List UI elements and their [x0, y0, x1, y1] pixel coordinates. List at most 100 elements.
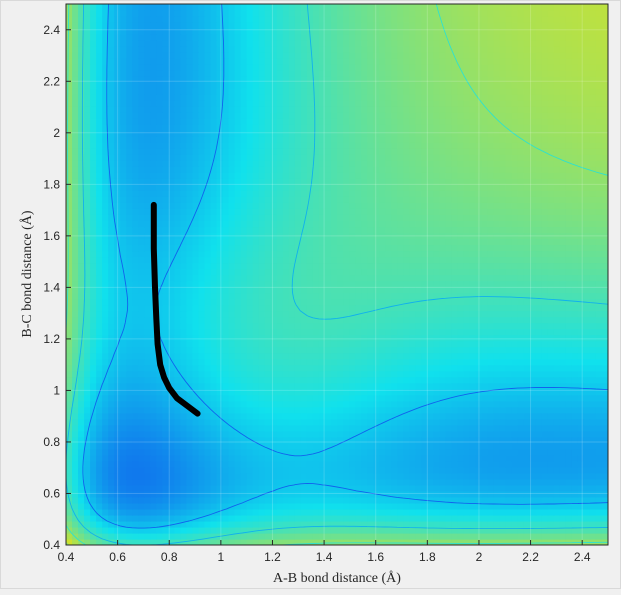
surface-cell [469, 226, 477, 234]
surface-cell [385, 220, 392, 228]
surface-cell [132, 520, 139, 528]
surface-cell [102, 484, 109, 492]
surface-cell [571, 274, 579, 282]
surface-cell [535, 238, 543, 246]
surface-cell [120, 328, 127, 336]
surface-cell [517, 394, 525, 402]
surface-cell [349, 532, 356, 540]
surface-cell [451, 496, 459, 504]
surface-cell [367, 214, 374, 221]
surface-cell [306, 340, 314, 348]
surface-cell [180, 388, 188, 396]
surface-cell [102, 226, 109, 234]
surface-cell [210, 220, 218, 228]
surface-cell [583, 484, 591, 492]
surface-cell [240, 526, 248, 534]
surface-cell [222, 496, 230, 504]
surface-cell [324, 484, 332, 492]
surface-cell [523, 262, 531, 270]
surface-cell [138, 388, 145, 396]
surface-cell [108, 346, 115, 354]
surface-cell [294, 364, 302, 372]
surface-cell [535, 358, 543, 366]
surface-cell [517, 286, 525, 294]
surface-cell [367, 298, 374, 306]
surface-cell [343, 280, 350, 288]
surface-cell [252, 502, 260, 510]
surface-cell [276, 274, 284, 282]
surface-cell [379, 298, 386, 306]
surface-cell [90, 532, 97, 540]
surface-cell [583, 334, 591, 342]
surface-cell [180, 466, 188, 474]
surface-cell [433, 262, 440, 270]
surface-cell [108, 250, 115, 258]
surface-cell [517, 268, 525, 276]
surface-cell [144, 358, 151, 366]
surface-cell [385, 238, 392, 246]
surface-cell [288, 232, 296, 240]
surface-cell [288, 502, 296, 510]
surface-cell [132, 316, 139, 324]
surface-cell [571, 508, 579, 516]
surface-cell [493, 310, 501, 318]
surface-cell [186, 460, 194, 468]
surface-cell [355, 316, 362, 324]
surface-cell [156, 466, 163, 474]
surface-cell [132, 442, 139, 450]
surface-cell [240, 376, 248, 384]
surface-cell [361, 418, 368, 426]
surface-cell [282, 388, 290, 396]
surface-cell [192, 238, 200, 246]
surface-cell [379, 496, 386, 504]
surface-cell [601, 286, 608, 294]
surface-cell [481, 460, 489, 468]
surface-cell [379, 370, 386, 378]
surface-cell [114, 436, 121, 444]
surface-cell [391, 484, 398, 492]
surface-cell [499, 370, 507, 378]
surface-cell [234, 538, 242, 545]
surface-cell [547, 310, 555, 318]
surface-cell [84, 256, 91, 264]
surface-cell [288, 412, 296, 420]
surface-cell [252, 316, 260, 324]
surface-cell [264, 352, 272, 360]
surface-cell [114, 508, 121, 516]
surface-cell [150, 466, 157, 474]
surface-cell [409, 286, 416, 294]
surface-cell [565, 532, 573, 540]
surface-cell [601, 220, 608, 228]
surface-cell [517, 490, 525, 498]
surface-cell [186, 538, 194, 545]
surface-cell [481, 394, 489, 402]
surface-cell [288, 478, 296, 486]
surface-cell [258, 286, 266, 294]
surface-cell [553, 496, 561, 504]
surface-cell [132, 358, 139, 366]
surface-cell [589, 244, 597, 252]
surface-cell [451, 418, 459, 426]
surface-cell [571, 484, 579, 492]
surface-cell [583, 244, 591, 252]
surface-cell [421, 322, 428, 330]
surface-cell [355, 244, 362, 252]
surface-cell [204, 292, 212, 300]
surface-cell [469, 358, 477, 366]
surface-cell [204, 436, 212, 444]
surface-cell [379, 400, 386, 408]
surface-cell [120, 436, 127, 444]
surface-cell [66, 226, 73, 234]
surface-cell [541, 250, 549, 258]
surface-cell [138, 352, 145, 360]
surface-cell [276, 310, 284, 318]
surface-cell [577, 490, 585, 498]
surface-cell [312, 364, 320, 372]
surface-cell [499, 508, 507, 516]
surface-cell [589, 418, 597, 426]
surface-cell [469, 370, 477, 378]
surface-cell [361, 520, 368, 528]
surface-cell [174, 292, 182, 300]
surface-cell [427, 490, 434, 498]
surface-cell [204, 514, 212, 522]
